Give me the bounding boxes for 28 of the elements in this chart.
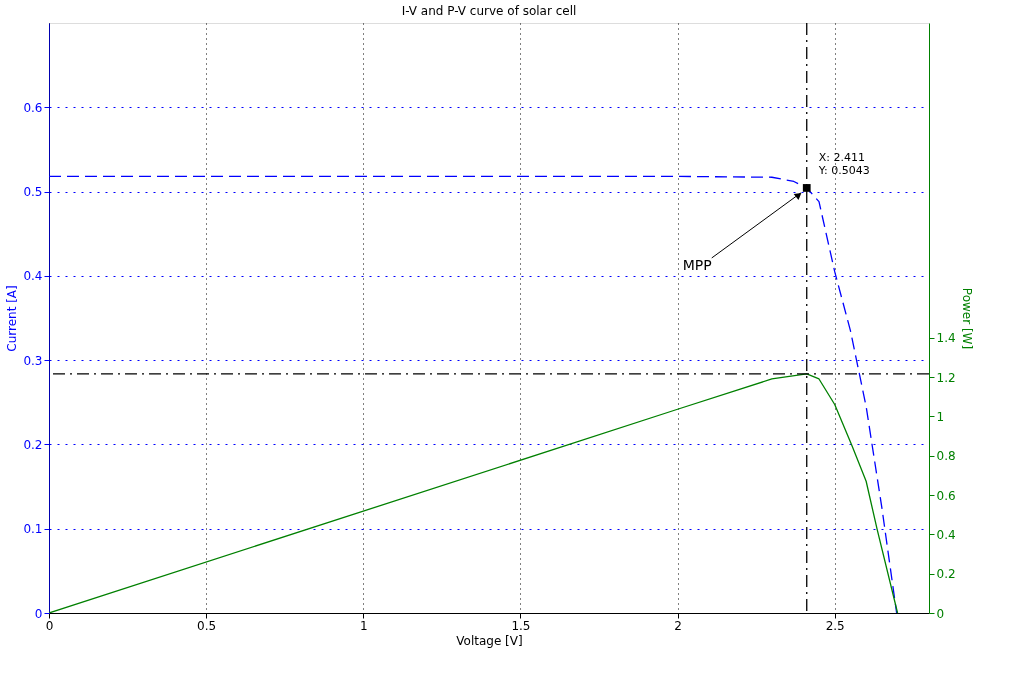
y-axis-title: Current [A]	[5, 285, 20, 352]
x-tick-label: 2	[674, 618, 682, 633]
y2-tick-label: 1.4	[936, 331, 956, 346]
line-series	[49, 373, 899, 613]
y-tick-label: 0.6	[23, 100, 43, 115]
y2-tick-label: 0.4	[936, 527, 956, 542]
x-axis-title: Voltage [V]	[456, 633, 523, 648]
x-tick-label: 2.5	[825, 618, 845, 633]
annotation: MPP	[682, 256, 712, 273]
y2-tick-label: 1.2	[936, 370, 956, 385]
y2-tick-label: 0.2	[936, 567, 956, 582]
x-tick-label: 0	[45, 618, 54, 633]
y-tick-label: 0.1	[23, 522, 43, 537]
x-tick-label: 0.5	[197, 618, 217, 633]
y-tick-label: 0.5	[23, 185, 43, 200]
x-tick-label: 1	[359, 618, 368, 633]
annotation: X: 2.411 Y: 0.5043	[817, 150, 870, 177]
y-tick-label: 0	[34, 606, 43, 621]
y2-tick-label: 1	[936, 409, 945, 424]
y2-tick-label: 0	[936, 606, 945, 621]
y2-tick-label: 0.6	[936, 488, 956, 503]
y2-axis-title: Power [W]	[959, 287, 974, 350]
x-tick-label: 1.5	[511, 618, 531, 633]
y-tick-label: 0.4	[23, 269, 43, 284]
y-tick-label: 0.3	[23, 353, 43, 368]
y-tick-label: 0.2	[23, 437, 43, 452]
chart-title: I-V and P-V curve of solar cell	[401, 4, 577, 19]
y2-tick-label: 0.8	[936, 449, 956, 464]
